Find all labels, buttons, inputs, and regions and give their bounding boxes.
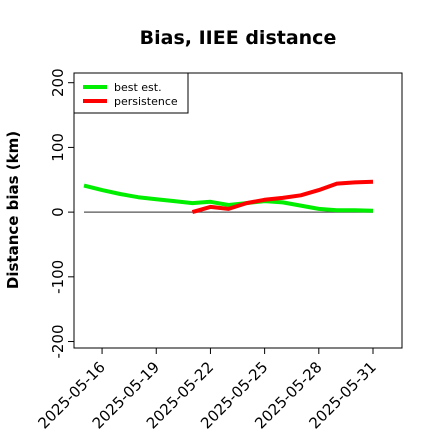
y-tick-label: -100 <box>49 260 67 294</box>
chart-title: Bias, IIEE distance <box>140 27 337 49</box>
y-tick-label: 200 <box>49 68 67 97</box>
plot-frame <box>73 72 403 349</box>
y-tick-label: 100 <box>49 133 67 162</box>
legend-box <box>73 72 189 114</box>
y-tick-label: 0 <box>49 207 67 217</box>
series-line-persistence <box>191 179 374 215</box>
y-axis: -200 -100 0 100 200 <box>49 68 74 359</box>
legend-label: persistence <box>114 95 178 108</box>
y-axis-label: Distance bias (km) <box>4 131 22 289</box>
x-axis: 2025-05-162025-05-192025-05-222025-05-25… <box>35 348 380 432</box>
series-line-best-est <box>83 183 374 213</box>
legend-label: best est. <box>114 81 162 94</box>
legend: best est.persistence <box>73 72 189 114</box>
series-layer <box>83 179 374 215</box>
y-tick-label: -200 <box>49 325 67 359</box>
